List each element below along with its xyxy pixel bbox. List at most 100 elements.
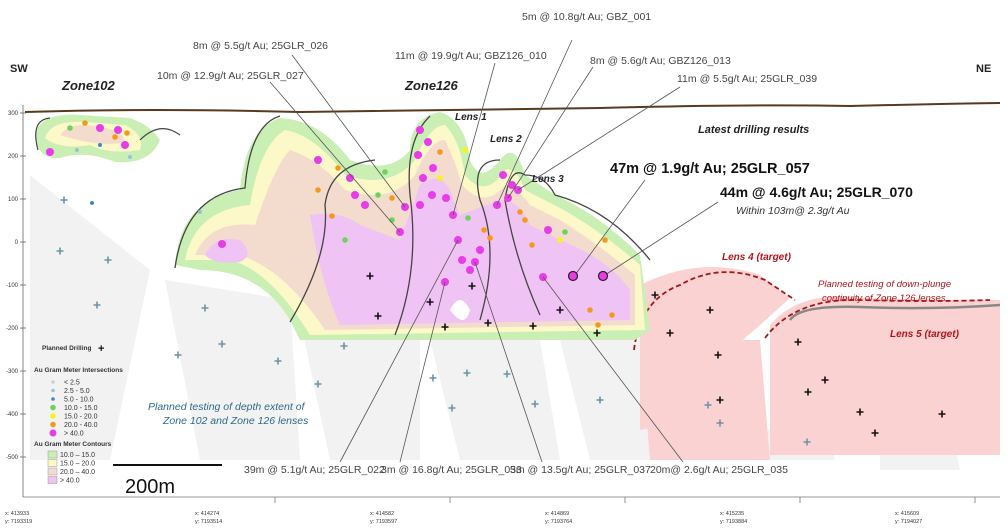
coord-x: x: 414582 bbox=[370, 511, 394, 517]
intercept-label: 39m @ 5.1g/t Au; 25GLR_022 bbox=[244, 464, 385, 476]
intersection-dot bbox=[414, 151, 422, 159]
intersection-dot bbox=[419, 174, 427, 182]
coord-x: x: 414869 bbox=[545, 511, 569, 517]
y-tick-label: 100 bbox=[8, 197, 19, 203]
planned-drill-cross-icon bbox=[529, 322, 537, 330]
intersection-dot bbox=[96, 124, 104, 132]
y-tick-label: -500 bbox=[6, 455, 19, 461]
result-070: 44m @ 4.6g/t Au; 25GLR_070 bbox=[720, 184, 913, 200]
legend-dot-icon bbox=[50, 413, 56, 419]
y-tick-label: -300 bbox=[6, 369, 19, 375]
highlight-hole-057 bbox=[567, 270, 579, 282]
planned-drill-cross-icon bbox=[274, 357, 282, 365]
intersection-dot bbox=[481, 227, 487, 233]
planned-drill-cross-icon bbox=[651, 291, 659, 299]
intersection-dot bbox=[128, 155, 132, 159]
intersection-dot bbox=[442, 194, 450, 202]
intersection-dot bbox=[529, 242, 535, 248]
y-tick-label: 0 bbox=[15, 240, 19, 246]
zone102-label: Zone102 bbox=[61, 78, 116, 93]
intersection-dot bbox=[198, 210, 202, 214]
planned-drill-cross-icon bbox=[803, 438, 811, 446]
lens5-label: Lens 5 (target) bbox=[890, 329, 960, 340]
planned-drill-cross-icon bbox=[60, 196, 68, 204]
intersection-dot bbox=[361, 201, 369, 209]
intersection-dot bbox=[124, 130, 130, 136]
legend-dot-icon bbox=[51, 397, 55, 401]
legend-dot-icon bbox=[51, 380, 55, 384]
y-tick-label: 300 bbox=[8, 111, 19, 117]
intersection-dot bbox=[82, 120, 88, 126]
planned-drill-cross-icon bbox=[218, 340, 226, 348]
legend-intersection-label: 20.0 - 40.0 bbox=[64, 422, 98, 429]
planned-drill-cross-icon bbox=[596, 396, 604, 404]
intersection-dot bbox=[429, 164, 437, 172]
planned-drill-cross-icon bbox=[426, 298, 434, 306]
sw-label: SW bbox=[10, 63, 28, 75]
legend-contour-label: 15.0 – 20.0 bbox=[60, 461, 95, 468]
result-057: 47m @ 1.9g/t Au; 25GLR_057 bbox=[610, 161, 810, 177]
y-tick-label: -400 bbox=[6, 412, 19, 418]
planned-drill-holes bbox=[56, 196, 946, 446]
legend-intersection-label: < 2.5 bbox=[64, 380, 80, 387]
intersection-dot bbox=[609, 312, 615, 318]
planned-drill-cross-icon bbox=[716, 396, 724, 404]
planned-drill-cross-icon bbox=[593, 329, 601, 337]
intersection-dot bbox=[562, 229, 568, 235]
intersection-dot bbox=[382, 169, 388, 175]
intersection-dot bbox=[595, 322, 601, 328]
topography-line bbox=[24, 102, 1001, 114]
intercept-label: 11m @ 19.9g/t Au; GBZ126_010 bbox=[395, 50, 547, 62]
legend-intersection-label: 2.5 - 5.0 bbox=[64, 388, 90, 395]
planned-drill-cross-icon bbox=[93, 301, 101, 309]
intersection-dot bbox=[416, 201, 424, 209]
intercept-label: 11m @ 5.5g/t Au; 25GLR_039 bbox=[677, 73, 817, 85]
intercept-label: 5m @ 10.8g/t Au; GBZ_001 bbox=[522, 11, 651, 23]
intersection-dot bbox=[465, 215, 471, 221]
intersection-dot bbox=[517, 209, 523, 215]
intersection-dot bbox=[114, 126, 122, 134]
legend-dot-icon bbox=[51, 388, 55, 393]
lens3-label: Lens 3 bbox=[532, 174, 564, 185]
intersection-dot bbox=[416, 126, 424, 134]
coord-x: x: 413933 bbox=[5, 511, 29, 517]
planned-drill-cross-icon bbox=[366, 272, 374, 280]
lens1-label: Lens 1 bbox=[455, 112, 487, 123]
planned-drill-cross-icon bbox=[856, 408, 864, 416]
intersection-dot bbox=[121, 141, 129, 149]
coord-x: x: 415235 bbox=[720, 511, 744, 517]
planned-drill-cross-icon bbox=[794, 338, 802, 346]
legend-intersections-title: Au Gram Meter Intersections bbox=[34, 367, 123, 374]
intersection-dot bbox=[522, 217, 528, 223]
planned-drill-cross-icon bbox=[463, 369, 471, 377]
intersection-dot bbox=[90, 201, 94, 205]
intersection-dot bbox=[351, 191, 359, 199]
legend-dot-icon bbox=[49, 429, 57, 437]
legend-swatch bbox=[47, 459, 58, 467]
scale-bar-label: 200m bbox=[125, 476, 175, 498]
legend-contour-label: 10.0 – 15.0 bbox=[60, 452, 95, 459]
lens2-label: Lens 2 bbox=[490, 134, 522, 145]
planned-drill-cross-icon bbox=[556, 306, 564, 314]
intercept-label: 20m@ 2.6g/t Au; 25GLR_035 bbox=[650, 464, 788, 476]
planned-drill-cross-icon bbox=[374, 312, 382, 320]
intersection-dot bbox=[508, 181, 516, 189]
target-lens-4 bbox=[633, 267, 796, 460]
intersection-dot bbox=[424, 138, 432, 146]
plunge-note-1: Planned testing of down-plunge bbox=[818, 279, 951, 290]
coord-y: y: 7193319 bbox=[5, 519, 32, 525]
coord-y: y: 7193514 bbox=[195, 519, 222, 525]
leader-lines bbox=[269, 39, 719, 463]
coord-x: x: 415609 bbox=[895, 511, 919, 517]
legend-swatch bbox=[47, 450, 58, 459]
result-070-within: Within 103m@ 2.3g/t Au bbox=[736, 205, 850, 217]
intersection-dot bbox=[437, 175, 443, 181]
planned-drill-cross-icon bbox=[448, 404, 456, 412]
intersection-dot bbox=[428, 191, 436, 199]
intersection-dot bbox=[315, 187, 321, 193]
intersection-dot bbox=[389, 195, 395, 201]
intersection-dot bbox=[314, 156, 322, 164]
intercept-label: 8m @ 5.6g/t Au; GBZ126_013 bbox=[590, 55, 731, 67]
planned-drill-cross-icon bbox=[429, 374, 437, 382]
